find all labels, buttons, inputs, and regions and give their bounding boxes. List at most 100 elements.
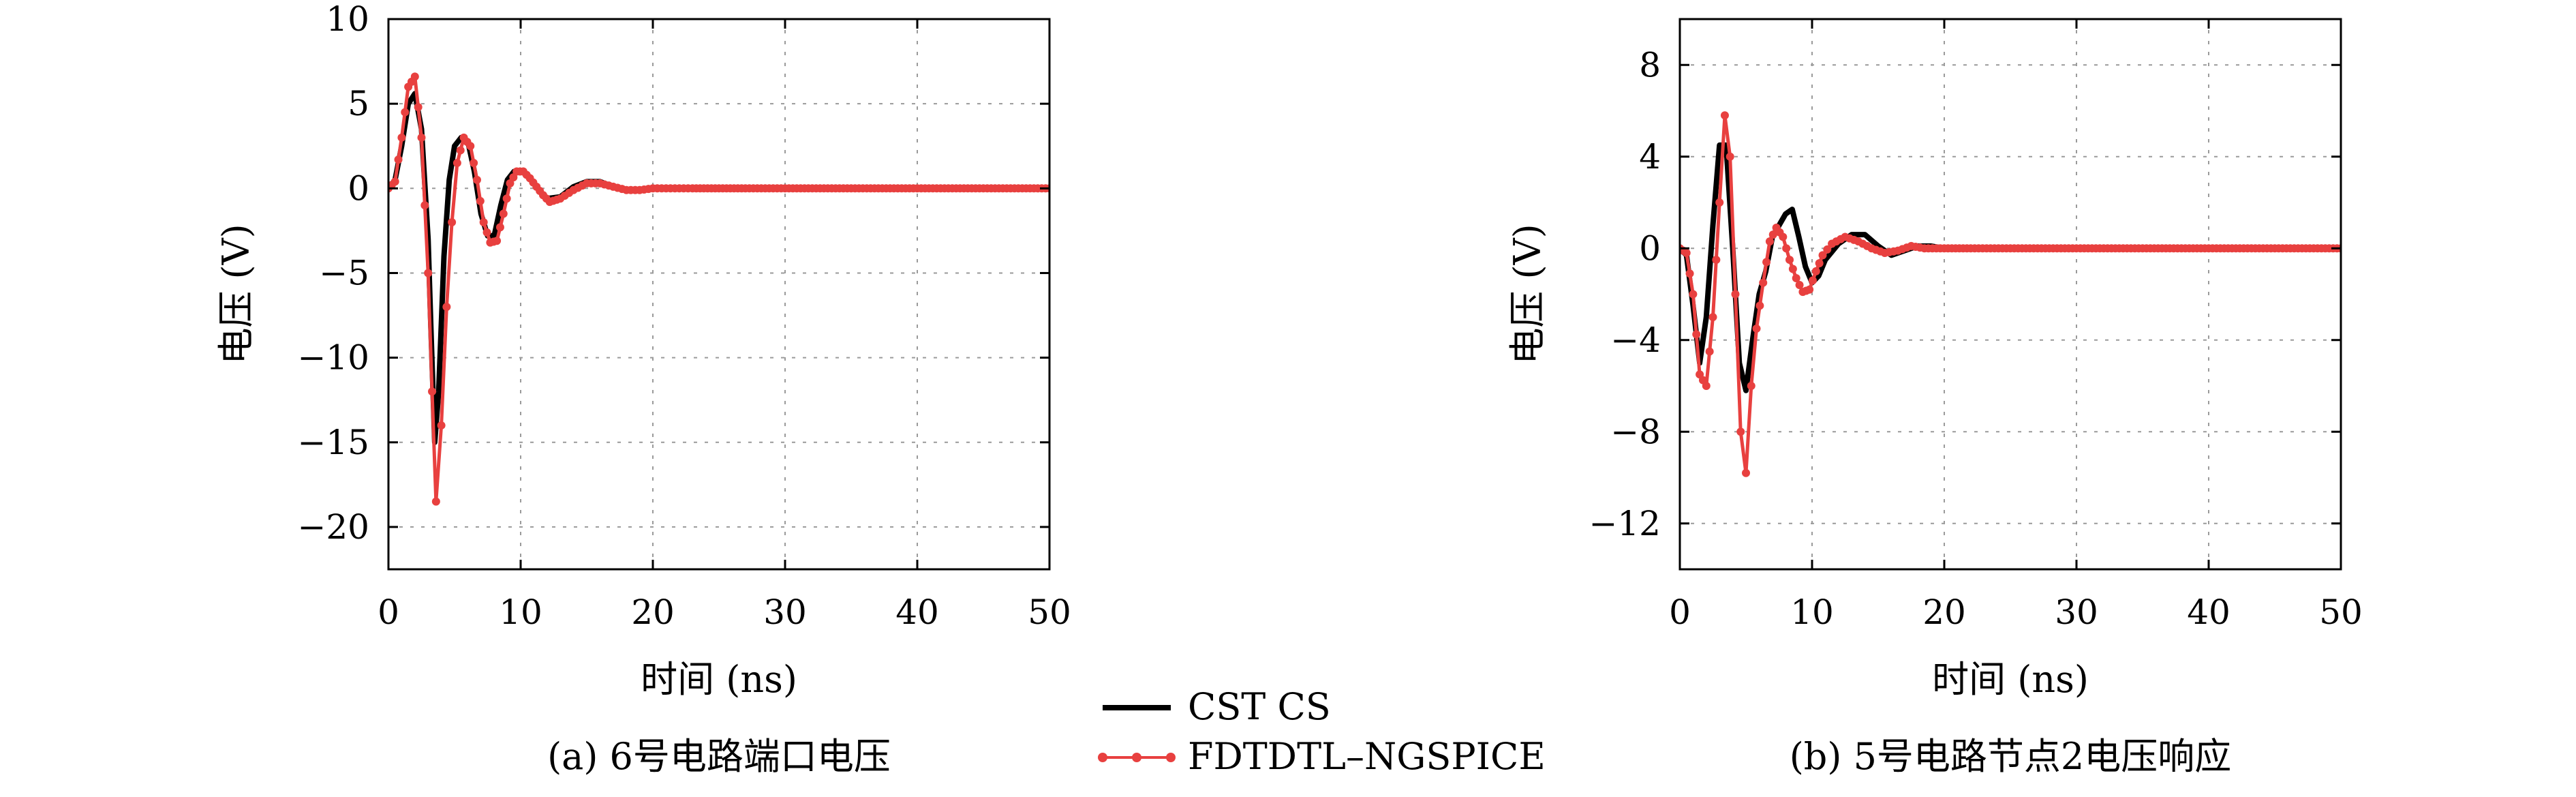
y-tick-label: −12	[1589, 504, 1661, 543]
series-point	[1788, 265, 1797, 273]
series-point	[1765, 237, 1774, 246]
series-point	[495, 223, 504, 232]
series-point	[456, 146, 465, 155]
series-point	[1705, 347, 1714, 356]
figure-caption: (a) 6号电路端口电压	[547, 735, 891, 778]
y-tick-label: −10	[297, 338, 369, 378]
series-point	[1818, 251, 1827, 260]
series-point	[417, 133, 426, 142]
series-point	[453, 159, 461, 168]
series-point	[397, 133, 406, 142]
y-tick-label: 5	[348, 84, 369, 123]
plot-frame	[387, 18, 1051, 571]
series-point	[1759, 278, 1768, 287]
series-point	[1689, 290, 1698, 299]
series-point	[1762, 258, 1771, 267]
series-point	[1785, 256, 1794, 265]
series-point	[390, 177, 399, 186]
series-point	[482, 228, 491, 237]
legend: CST CS FDTDTL–NGSPICE	[1098, 685, 1546, 778]
x-tick-label: 0	[1669, 592, 1691, 632]
series-point	[1782, 244, 1791, 253]
x-tick-label: 30	[2055, 592, 2098, 632]
series-point	[472, 175, 481, 184]
series-point	[476, 196, 485, 205]
legend-item-label: CST CS	[1188, 685, 1331, 728]
x-tick-label: 40	[2187, 592, 2230, 632]
series-line-fdtdtl-ngspice	[1680, 113, 2341, 475]
series-point	[448, 217, 457, 226]
series-point	[1815, 259, 1824, 268]
series-line-cst-cs	[388, 91, 1049, 445]
series-point	[479, 217, 488, 226]
x-tick-label: 50	[2319, 592, 2363, 632]
x-tick-label: 20	[1922, 592, 1966, 632]
series-point	[1702, 382, 1711, 390]
y-tick-label: 10	[326, 0, 369, 39]
series-point	[1692, 330, 1701, 339]
series-point	[466, 142, 475, 151]
series-point	[1823, 245, 1832, 254]
series-point	[1685, 269, 1694, 278]
series-point	[428, 387, 437, 396]
series-point	[394, 155, 403, 164]
y-tick-label: −4	[1610, 320, 1661, 360]
y-axis-label: 电压 (V)	[215, 224, 258, 364]
y-tick-label: 0	[1639, 228, 1661, 268]
series-point	[493, 237, 502, 245]
legend-item-label: FDTDTL–NGSPICE	[1188, 735, 1546, 778]
series-point	[1811, 267, 1820, 275]
series-point	[1792, 273, 1800, 282]
series-point	[499, 209, 508, 218]
series-line-fdtdtl-ngspice	[388, 74, 1049, 504]
x-tick-label: 10	[1790, 592, 1834, 632]
series-line-cst-cs	[1680, 142, 2341, 393]
series-point	[1779, 232, 1788, 241]
y-axis-label: 电压 (V)	[1506, 224, 1549, 364]
series-point	[420, 201, 429, 210]
series-point	[1731, 290, 1740, 299]
plot-frame	[1678, 18, 2342, 571]
series-point	[1752, 324, 1761, 333]
y-tick-label: −15	[297, 423, 369, 462]
legend-marker	[1132, 753, 1141, 762]
grid	[1680, 19, 2341, 569]
figure-caption: (b) 5号电路节点2电压响应	[1790, 735, 2232, 778]
series-point	[401, 108, 410, 117]
series-point	[1712, 256, 1721, 265]
series-point	[1755, 301, 1764, 310]
series-point	[1682, 248, 1691, 257]
x-axis-label: 时间 (ns)	[641, 658, 797, 701]
series-point	[470, 159, 478, 168]
y-tick-label: −8	[1610, 412, 1661, 451]
series-point	[1742, 468, 1750, 477]
y-tick-label: 0	[348, 168, 369, 208]
x-tick-label: 0	[378, 592, 399, 632]
y-tick-label: −5	[319, 253, 369, 292]
series-point	[431, 497, 440, 506]
series-point	[410, 72, 419, 81]
x-tick-label: 20	[631, 592, 675, 632]
series-point	[1715, 198, 1724, 207]
y-tick-label: 4	[1639, 137, 1661, 177]
x-tick-label: 50	[1028, 592, 1071, 632]
series-point	[1805, 285, 1814, 294]
series-point	[1747, 382, 1755, 390]
series-point	[424, 269, 433, 277]
series-point	[502, 194, 511, 203]
series-point	[1768, 230, 1777, 239]
x-tick-label: 30	[763, 592, 807, 632]
x-tick-label: 10	[499, 592, 542, 632]
series-point	[1736, 427, 1745, 436]
legend-marker	[1166, 753, 1176, 762]
grid	[388, 19, 1049, 569]
series-point	[1726, 152, 1734, 161]
series-point	[414, 103, 423, 112]
series-point	[1795, 281, 1804, 290]
series-point	[1808, 276, 1817, 285]
y-tick-label: −20	[297, 507, 369, 547]
x-tick-label: 40	[895, 592, 939, 632]
